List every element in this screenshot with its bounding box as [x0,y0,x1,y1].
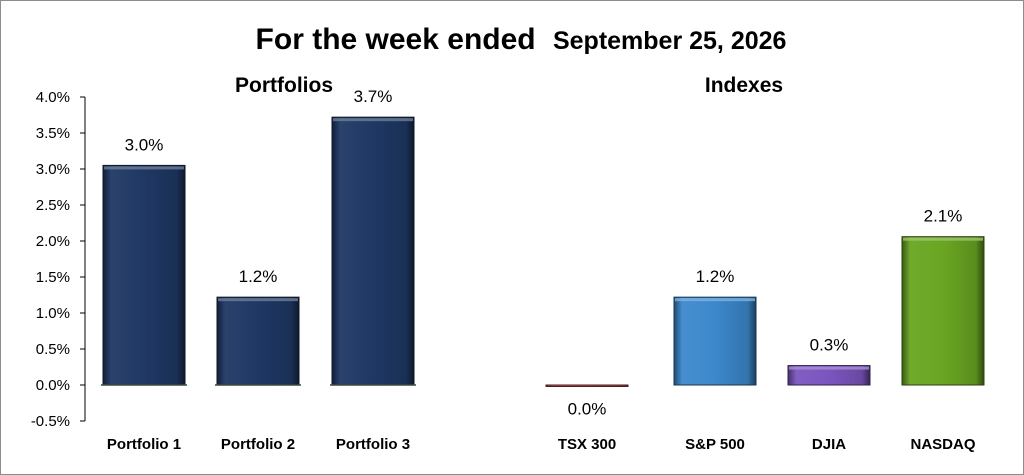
y-tick-label: 2.0% [36,233,70,250]
data-label: 1.2% [696,267,735,286]
group-label-portfolios: Portfolios [235,74,333,97]
category-label: Portfolio 3 [336,436,410,453]
chart-title: For the week ended September 25, 2026 [256,23,787,56]
category-label: DJIA [812,436,846,453]
category-label: S&P 500 [685,436,745,453]
y-tick-label: 0.5% [36,341,70,358]
bar [901,236,985,386]
bar [102,164,186,386]
chart-title-main: For the week ended [256,23,536,56]
category-label: Portfolio 1 [107,436,181,453]
bar-highlight [218,298,298,302]
y-tick-label: 3.0% [36,161,70,178]
bar [331,116,415,386]
bars [101,116,985,387]
bar-highlight [333,118,413,122]
data-label: 0.0% [568,399,607,418]
y-tick-label: 3.5% [36,125,70,142]
labels: 3.0% Portfolio 1 1.2% Portfolio 2 3.7% Portfo… [107,87,976,453]
bar [216,296,300,386]
data-label: 3.7% [354,87,393,106]
data-label: 3.0% [125,135,164,154]
group-label-indexes: Indexes [705,74,783,97]
y-tick-label: 4.0% [36,89,70,106]
category-label: Portfolio 2 [221,436,295,453]
bar [787,365,871,386]
y-axis: -0.5% 0.0% 0.5% 1.0% 1.5% 2.0% 2.5% 3.0% 3.5% 4.0… [31,89,86,430]
data-label: 0.3% [810,336,849,355]
bar-highlight [789,366,869,370]
bar-highlight [903,237,983,241]
category-label: TSX 300 [558,436,616,453]
bar-highlight [104,166,184,170]
data-label: 2.1% [924,207,963,226]
category-label: NASDAQ [910,436,975,453]
y-tick-label: 1.0% [36,305,70,322]
bar [673,296,757,386]
y-tick-label: 2.5% [36,197,70,214]
y-tick-label: 0.0% [36,377,70,394]
chart-title-date: September 25, 2026 [553,27,786,55]
y-tick-label: 1.5% [36,269,70,286]
bar [545,384,629,387]
data-label: 1.2% [239,267,278,286]
bar-highlight [675,298,755,302]
y-tick-label: -0.5% [31,413,70,430]
